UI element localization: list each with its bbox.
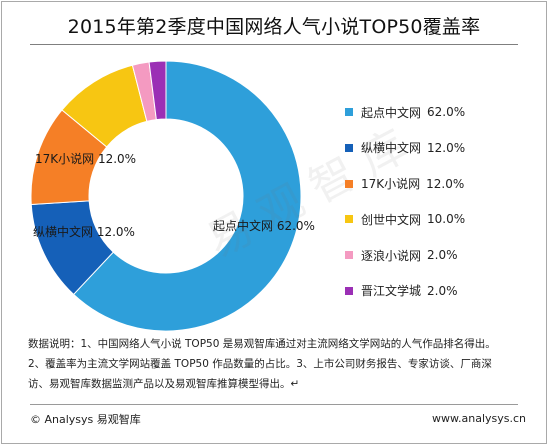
slice-label-3: 17K小说网 12.0% <box>35 151 136 166</box>
legend-name: 起点中文网 <box>361 105 422 120</box>
legend-name: 纵横中文网 <box>361 141 422 156</box>
notes-line-1: 数据说明：1、中国网络人气小说 TOP50 是易观智库通过对主流网络文学网站的人… <box>28 338 496 350</box>
slice-label-2: 纵横中文网 12.0% <box>33 224 135 239</box>
slice-label-1: 起点中文网 62.0% <box>213 218 315 233</box>
legend-item-1: 起点中文网 62.0% <box>345 104 465 120</box>
notes-line-3: 访、易观智库数据监测产品以及易观智库推算模型得出。↵ <box>28 378 300 390</box>
slice-6 <box>148 60 167 121</box>
legend-swatch <box>345 251 353 260</box>
legend-item-2: 纵横中文网 12.0% <box>345 140 465 156</box>
legend-swatch <box>345 179 353 188</box>
title-divider <box>30 44 518 45</box>
legend-value: 12.0% <box>426 176 465 191</box>
legend-name: 逐浪小说网 <box>361 248 422 263</box>
data-notes: 数据说明：1、中国网络人气小说 TOP50 是易观智库通过对主流网络文学网站的人… <box>28 334 528 394</box>
legend-swatch <box>345 286 353 295</box>
chart-legend: 起点中文网 62.0% 纵横中文网 12.0% 17K小说网 12.0% 创世中文网 10.0… <box>345 104 465 319</box>
legend-name: 17K小说网 <box>361 177 421 192</box>
legend-name: 晋江文学城 <box>361 284 422 299</box>
legend-name: 创世中文网 <box>361 212 422 227</box>
legend-swatch <box>345 215 353 224</box>
slice-1 <box>72 60 302 332</box>
chart-title: 2015年第2季度中国网络人气小说TOP50覆盖率 <box>67 16 481 38</box>
legend-item-4: 创世中文网 10.0% <box>345 211 465 227</box>
footer-website: www.analysys.cn <box>432 412 526 425</box>
legend-value: 12.0% <box>427 140 466 155</box>
footer-divider <box>30 404 518 405</box>
legend-item-5: 逐浪小说网 2.0% <box>345 247 465 263</box>
legend-item-3: 17K小说网 12.0% <box>345 176 465 192</box>
donut-slices <box>30 60 302 332</box>
legend-value: 62.0% <box>427 105 466 119</box>
legend-value: 2.0% <box>427 283 458 298</box>
legend-swatch <box>345 143 353 152</box>
slice-labels: 起点中文网 62.0% 纵横中文网 12.0% 17K小说网 12.0% <box>33 151 315 239</box>
legend-value: 10.0% <box>427 212 466 227</box>
legend-value: 2.0% <box>427 248 458 263</box>
legend-swatch <box>345 108 353 116</box>
footer-copyright: © Analysys 易观智库 <box>30 413 141 426</box>
notes-line-2: 2、覆盖率为主流文学网站覆盖 TOP50 作品数量的占比。3、上市公司财务报告、… <box>28 358 492 370</box>
legend-item-6: 晋江文学城 2.0% <box>345 283 465 299</box>
